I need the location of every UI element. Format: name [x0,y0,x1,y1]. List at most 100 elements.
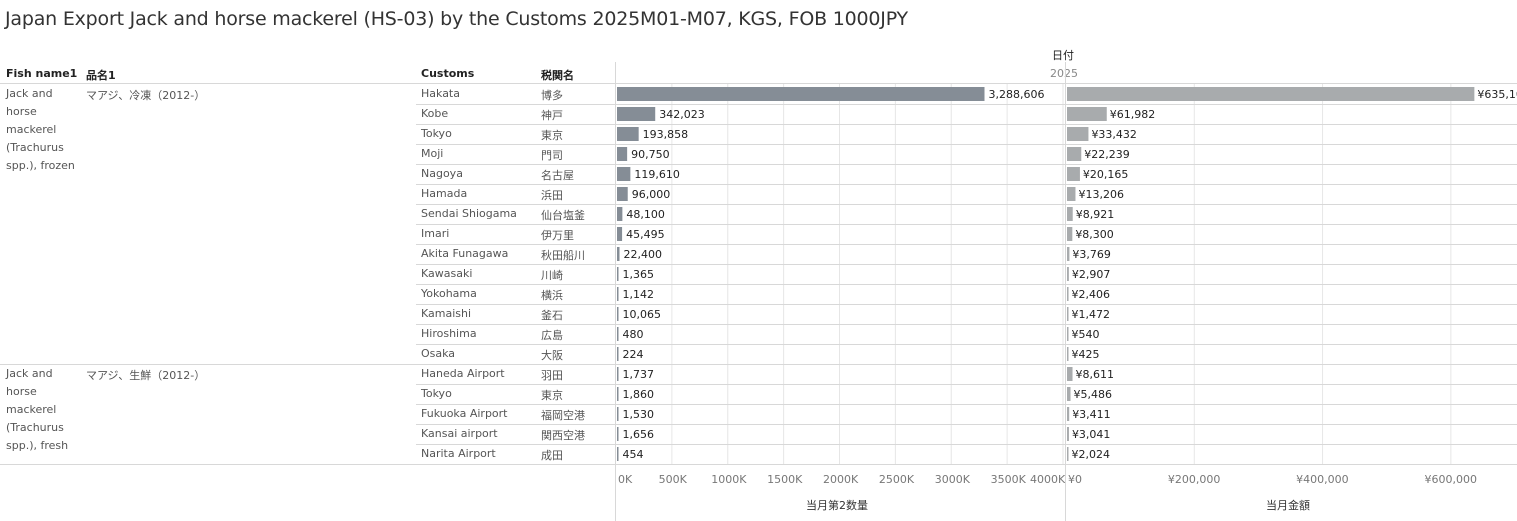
amount-bar [1067,287,1069,301]
amount-tick-label: ¥0 [1068,473,1082,486]
quantity-bar [617,347,619,361]
customs-cell[interactable]: Kamaishi [421,307,472,320]
customs-cell[interactable]: Moji [421,147,444,160]
quantity-bar [617,287,619,301]
customs-cell[interactable]: Hiroshima [421,327,477,340]
amount-bar-label: ¥8,921 [1076,208,1115,221]
quantity-tick-label: 500K [658,473,687,486]
quantity-axis-title: 当月第2数量 [806,499,868,512]
quantity-bar [617,227,623,241]
customs-cell[interactable]: Fukuoka Airport [421,407,508,420]
customs-cell[interactable]: Yokohama [421,287,477,300]
quantity-bar-label: 48,100 [626,208,665,221]
zeikan-cell: 名古屋 [541,169,574,182]
zeikan-cell: 広島 [541,329,563,342]
quantity-bar [617,267,619,281]
amount-bar [1067,107,1107,121]
customs-cell[interactable]: Haneda Airport [421,367,505,380]
zeikan-cell: 横浜 [541,289,563,302]
quantity-bar-label: 193,858 [643,128,689,141]
amount-bar-label: ¥13,206 [1078,188,1124,201]
amount-bar [1067,327,1069,341]
amount-bar [1067,407,1070,421]
customs-cell[interactable]: Osaka [421,347,456,360]
zeikan-cell: 伊万里 [541,229,574,242]
amount-bar [1067,367,1073,381]
zeikan-cell: 秋田船川 [541,249,585,262]
customs-cell[interactable]: Narita Airport [421,447,496,460]
quantity-bar [617,327,619,341]
customs-header[interactable]: Customs [421,67,475,80]
quantity-tick-label: 2500K [878,473,915,486]
year-header: 2025 [1050,67,1078,80]
hinmei-header[interactable]: 品名1 [86,69,116,82]
amount-bar [1067,227,1073,241]
zeikan-cell: 東京 [541,129,563,142]
quantity-bar-label: 22,400 [624,248,663,261]
amount-bar-label: ¥2,406 [1072,288,1111,301]
zeikan-cell: 仙台塩釜 [541,209,585,222]
amount-bar-label: ¥1,472 [1072,308,1111,321]
quantity-tick-label: 1500K [767,473,803,486]
customs-cell[interactable]: Kansai airport [421,427,498,440]
amount-bar-label: ¥3,769 [1072,248,1111,261]
customs-cell[interactable]: Kobe [421,107,449,120]
amount-bar [1067,207,1073,221]
customs-cell[interactable]: Tokyo [421,127,452,140]
zeikan-cell: 成田 [541,449,563,462]
quantity-bar [617,107,656,121]
quantity-bar [617,427,619,441]
quantity-tick-label: 4000K [1030,473,1066,486]
fish-name-cell: Jack and horse mackerel (Trachurus spp.)… [6,367,69,452]
hinmei-cell: マアジ、冷凍（2012-） [86,89,206,102]
customs-cell[interactable]: Nagoya [421,167,463,180]
date-field-header: 日付 [1052,49,1074,62]
amount-bar-label: ¥8,300 [1075,228,1114,241]
amount-bar [1067,247,1070,261]
amount-bar [1067,147,1082,161]
amount-bar-label: ¥2,024 [1072,448,1111,461]
quantity-bar-label: 480 [623,328,644,341]
quantity-bar-label: 45,495 [626,228,665,241]
amount-bar-label: ¥33,432 [1091,128,1137,141]
customs-cell[interactable]: Akita Funagawa [421,247,509,260]
customs-cell[interactable]: Hakata [421,87,460,100]
quantity-tick-label: 0K [618,473,633,486]
amount-bar [1067,187,1076,201]
quantity-bar [617,407,619,421]
quantity-bar-label: 1,860 [623,388,655,401]
amount-tick-label: ¥600,000 [1424,473,1477,486]
customs-cell[interactable]: Tokyo [421,387,452,400]
zeikan-cell: 東京 [541,389,563,402]
quantity-bar-label: 1,365 [623,268,655,281]
quantity-bar [617,147,628,161]
customs-cell[interactable]: Sendai Shiogama [421,207,517,220]
zeikan-cell: 大阪 [541,349,563,362]
zeikan-cell: 川崎 [541,269,563,282]
quantity-bar-label: 10,065 [623,308,662,321]
amount-bar [1067,387,1071,401]
quantity-bar-label: 90,750 [631,148,670,161]
fish-name-cell: Jack and horse mackerel (Trachurus spp.)… [6,87,75,172]
quantity-bar-label: 3,288,606 [989,88,1045,101]
quantity-bar-label: 1,737 [623,368,655,381]
amount-bar-label: ¥3,041 [1072,428,1111,441]
quantity-bar [617,447,619,461]
amount-bar-label: ¥2,907 [1072,268,1111,281]
amount-bar-label: ¥635,103 [1477,88,1517,101]
quantity-bar [617,127,639,141]
quantity-bar-label: 1,142 [623,288,655,301]
customs-cell[interactable]: Hamada [421,187,468,200]
customs-cell[interactable]: Kawasaki [421,267,473,280]
zeikan-header[interactable]: 税関名 [541,69,574,82]
quantity-bar-label: 342,023 [659,108,705,121]
fish-name-header[interactable]: Fish name1 [6,67,78,80]
amount-bar-label: ¥540 [1072,328,1100,341]
zeikan-cell: 釜石 [541,309,563,322]
quantity-bar [617,387,619,401]
hinmei-cell: マアジ、生鮮（2012-） [86,369,206,382]
customs-cell[interactable]: Imari [421,227,450,240]
quantity-bar [617,247,620,261]
amount-tick-label: ¥200,000 [1167,473,1221,486]
quantity-bar-label: 224 [623,348,644,361]
